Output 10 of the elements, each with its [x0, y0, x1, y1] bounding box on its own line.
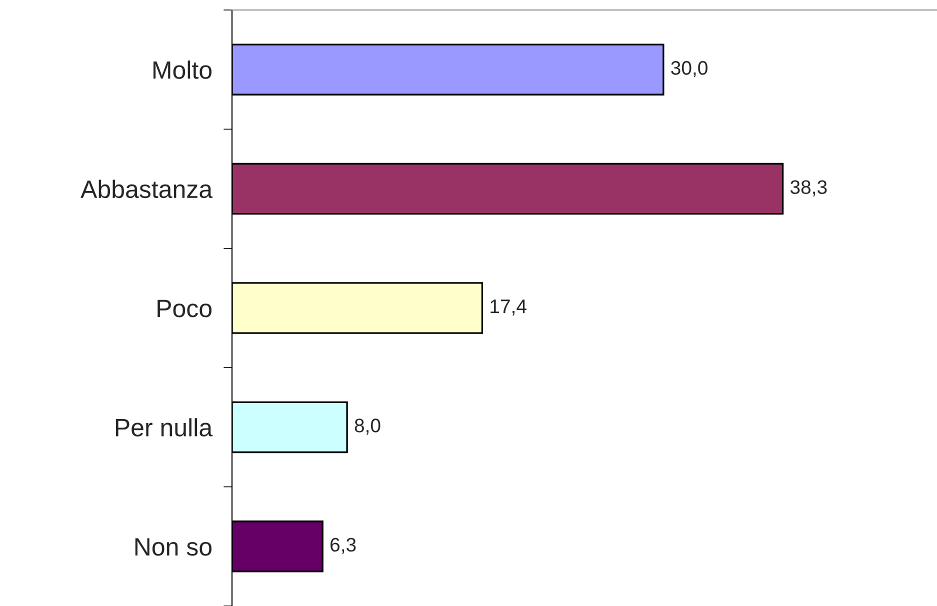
y-tick-label: Non so [135, 538, 212, 556]
y-tick-label: Poco [158, 300, 212, 318]
data-label: 30,0 [671, 61, 708, 78]
y-tick-label: Per nulla [116, 418, 213, 437]
data-label: 6,3 [330, 538, 356, 554]
y-tick-label: Abbastanza [80, 180, 213, 198]
data-label: 17,4 [490, 300, 526, 316]
y-tick-label: Molto [153, 60, 212, 79]
data-label: 38,3 [790, 180, 827, 196]
data-label: 8,0 [354, 418, 380, 435]
